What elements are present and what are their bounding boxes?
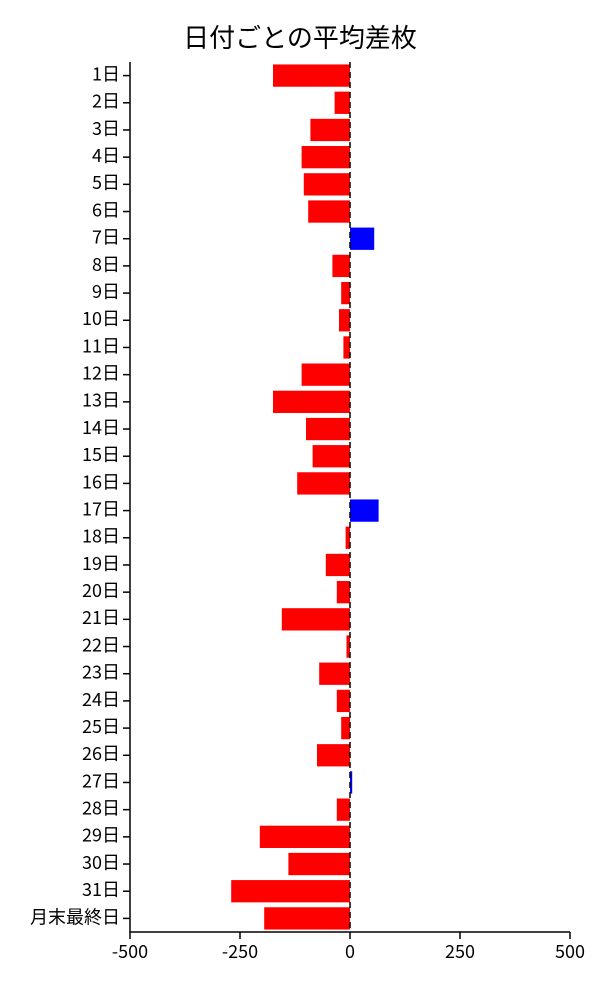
y-tick-label: 15日 bbox=[82, 441, 120, 467]
bar bbox=[260, 826, 350, 848]
x-tick-label: -500 bbox=[112, 938, 148, 964]
y-tick-label: 月末最終日 bbox=[30, 903, 120, 929]
y-tick-label: 30日 bbox=[82, 849, 120, 875]
bar bbox=[335, 92, 350, 114]
y-tick-label: 12日 bbox=[82, 360, 120, 386]
bar bbox=[310, 119, 350, 141]
y-tick-label: 1日 bbox=[92, 60, 120, 86]
bar bbox=[273, 391, 350, 413]
y-tick-label: 27日 bbox=[82, 767, 120, 793]
bar bbox=[282, 608, 350, 630]
bar bbox=[306, 418, 350, 440]
bar bbox=[332, 255, 350, 277]
y-tick-label: 4日 bbox=[92, 142, 120, 168]
bar bbox=[319, 663, 350, 685]
bar bbox=[317, 744, 350, 766]
bar bbox=[297, 472, 350, 494]
y-tick-label: 20日 bbox=[82, 577, 120, 603]
bar bbox=[302, 364, 350, 386]
bar bbox=[264, 907, 350, 929]
bar bbox=[231, 880, 350, 902]
bar bbox=[304, 173, 350, 195]
y-tick-label: 29日 bbox=[82, 822, 120, 848]
y-tick-label: 2日 bbox=[92, 88, 120, 114]
y-tick-label: 25日 bbox=[82, 713, 120, 739]
y-tick-label: 18日 bbox=[82, 523, 120, 549]
bar bbox=[337, 581, 350, 603]
y-tick-label: 16日 bbox=[82, 468, 120, 494]
bar bbox=[339, 309, 350, 331]
bar bbox=[313, 445, 350, 467]
y-tick-label: 21日 bbox=[82, 604, 120, 630]
y-tick-label: 24日 bbox=[82, 686, 120, 712]
bar bbox=[337, 799, 350, 821]
bar bbox=[302, 146, 350, 168]
x-tick-label: 0 bbox=[345, 938, 355, 964]
bar bbox=[326, 554, 350, 576]
x-tick-label: 250 bbox=[445, 938, 475, 964]
y-tick-label: 19日 bbox=[82, 550, 120, 576]
y-tick-label: 3日 bbox=[92, 115, 120, 141]
bar bbox=[341, 717, 350, 739]
y-tick-label: 23日 bbox=[82, 659, 120, 685]
y-tick-label: 31日 bbox=[82, 876, 120, 902]
y-tick-label: 10日 bbox=[82, 305, 120, 331]
y-tick-label: 5日 bbox=[92, 169, 120, 195]
y-tick-label: 9日 bbox=[92, 278, 120, 304]
x-tick-label: 500 bbox=[555, 938, 585, 964]
bar bbox=[350, 228, 374, 250]
bar-chart: 1日2日3日4日5日6日7日8日9日10日11日12日13日14日15日16日1… bbox=[0, 0, 600, 1000]
y-tick-label: 6日 bbox=[92, 196, 120, 222]
bar bbox=[341, 282, 350, 304]
x-tick-label: -250 bbox=[222, 938, 258, 964]
bar bbox=[343, 336, 350, 358]
y-tick-label: 13日 bbox=[82, 387, 120, 413]
bar bbox=[273, 64, 350, 86]
y-tick-label: 28日 bbox=[82, 795, 120, 821]
y-tick-label: 11日 bbox=[82, 332, 120, 358]
y-tick-label: 22日 bbox=[82, 631, 120, 657]
bar bbox=[308, 200, 350, 222]
y-tick-label: 7日 bbox=[92, 224, 120, 250]
bar bbox=[350, 499, 379, 521]
y-tick-label: 26日 bbox=[82, 740, 120, 766]
y-tick-label: 17日 bbox=[82, 495, 120, 521]
bar bbox=[337, 690, 350, 712]
y-tick-label: 8日 bbox=[92, 251, 120, 277]
bar bbox=[288, 853, 350, 875]
y-tick-label: 14日 bbox=[82, 414, 120, 440]
